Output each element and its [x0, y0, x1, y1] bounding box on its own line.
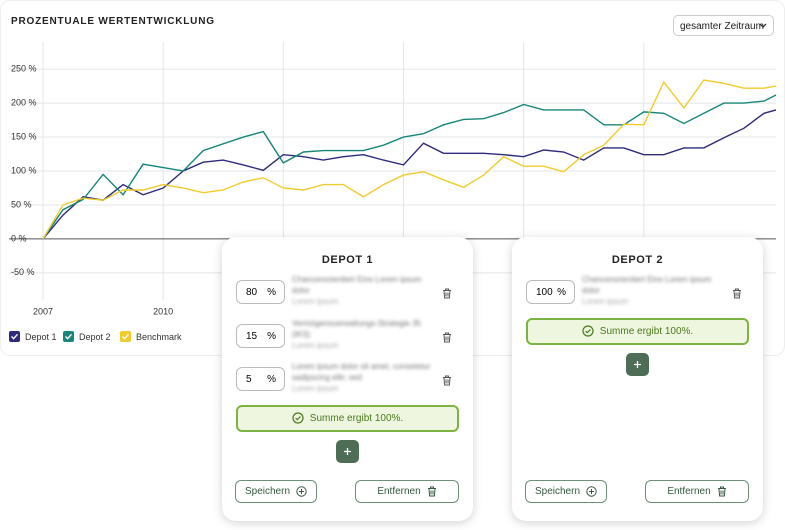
status-box: Summe ergibt 100%.: [236, 404, 459, 432]
depot-card: DEPOT 1 80% Chancenorientiert Eins Lorem i…: [222, 237, 473, 521]
remove-label: Entfernen: [377, 486, 421, 497]
plus-icon: [344, 447, 351, 455]
save-button[interactable]: Speichern: [525, 480, 607, 503]
percent-input[interactable]: 100%: [526, 280, 575, 304]
fund-name: Chancenorientiert Eins Lorem ipsum dolor…: [292, 274, 432, 307]
percent-unit: %: [267, 287, 276, 298]
legend-checkbox: [63, 331, 74, 342]
percent-value: 100: [536, 287, 553, 298]
y-tick-label: 0 %: [11, 233, 27, 243]
remove-button[interactable]: Entfernen: [645, 480, 749, 503]
fund-title: Vermögensverwaltungs-Strategie 35 (IKS): [292, 318, 421, 339]
fund-title: Chancenorientiert Eins Lorem ipsum dolor: [582, 275, 712, 295]
legend-checkbox: [120, 331, 131, 342]
x-tick-label: 2010: [153, 306, 173, 316]
remove-label: Entfernen: [667, 486, 711, 497]
trash-icon: [443, 332, 451, 342]
delete-position[interactable]: [442, 286, 452, 304]
y-tick-label: 150 %: [11, 131, 37, 141]
percent-value: 5: [246, 374, 252, 385]
legend-item[interactable]: Depot 2: [63, 331, 111, 342]
trash-icon: [717, 486, 726, 497]
percent-unit: %: [267, 330, 276, 342]
save-label: Speichern: [534, 486, 581, 497]
add-button[interactable]: [336, 439, 359, 463]
depot-card: DEPOT 2 100% Chancenorientiert Eins Lorem …: [512, 237, 763, 521]
legend-label: Depot 1: [25, 331, 57, 342]
series-line: [42, 94, 777, 240]
plus-circle-icon: [296, 486, 307, 497]
check-icon: [292, 412, 304, 424]
y-tick-label: -50 %: [11, 267, 35, 277]
chevron: [759, 23, 767, 28]
status-text: Summe ergibt 100%.: [309, 412, 404, 424]
y-tick-label: 100 %: [11, 165, 37, 175]
depot-title: DEPOT 2: [611, 254, 664, 266]
trash-icon: [443, 375, 451, 386]
legend-item[interactable]: Benchmark: [120, 331, 182, 342]
check: [11, 333, 19, 340]
check: [65, 333, 73, 340]
chart-title: PROZENTUALE WERTENTWICKLUNG: [11, 16, 215, 27]
x-tick-label: 2007: [33, 306, 53, 316]
fund-title: Chancenorientiert Eins Lorem ipsum dolor: [292, 275, 422, 295]
check: [122, 333, 130, 340]
percent-input[interactable]: 5%: [236, 367, 285, 391]
percent-unit: %: [267, 374, 276, 385]
fund-note: Lorem ipsum: [292, 340, 339, 350]
series-line: [42, 79, 777, 240]
legend-item[interactable]: Depot 1: [9, 331, 57, 342]
save-label: Speichern: [244, 486, 291, 497]
y-tick-label: 250 %: [11, 64, 37, 74]
percent-input[interactable]: 80%: [236, 280, 285, 304]
percent-input[interactable]: 15%: [236, 323, 285, 348]
trash-icon: [427, 486, 436, 497]
fund-name: Chancenorientiert Eins Lorem ipsum dolor…: [582, 274, 722, 307]
y-tick-label: 200 %: [11, 97, 37, 107]
fund-note: Lorem ipsum: [292, 384, 339, 393]
percent-value: 80: [246, 287, 258, 298]
trash-icon: [733, 288, 741, 299]
fund-note: Lorem ipsum: [292, 297, 339, 306]
check-icon: [582, 325, 594, 337]
percent-value: 15: [246, 330, 258, 342]
remove-button[interactable]: Entfernen: [355, 480, 459, 503]
percent-unit: %: [557, 287, 566, 298]
range-select[interactable]: gesamter Zeitraum: [673, 15, 774, 36]
delete-position[interactable]: [732, 286, 742, 304]
plus-circle-icon: [586, 486, 597, 497]
plus-icon: [634, 360, 641, 368]
chart-panel: PROZENTUALE WERTENTWICKLUNG gesamter Zei…: [0, 0, 785, 356]
add-button[interactable]: [626, 352, 649, 376]
fund-title: Lorem ipsum dolor sit amet, consetetur s…: [292, 362, 431, 382]
depot-title: DEPOT 1: [321, 254, 374, 266]
delete-position[interactable]: [442, 330, 452, 348]
legend-label: Depot 2: [79, 331, 111, 342]
chart: 200720102013201620192022250 %200 %150 %1…: [9, 42, 777, 316]
save-button[interactable]: Speichern: [235, 480, 317, 503]
y-tick-label: 50 %: [11, 199, 32, 209]
fund-name: Vermögensverwaltungs-Strategie 35 (IKS) L…: [292, 318, 432, 351]
fund-note: Lorem ipsum: [582, 297, 629, 306]
legend-label: Benchmark: [136, 331, 182, 342]
delete-position[interactable]: [442, 373, 452, 391]
range-select-label: gesamter Zeitraum: [680, 21, 764, 32]
trash-icon: [443, 288, 451, 299]
fund-name: Lorem ipsum dolor sit amet, consetetur s…: [292, 361, 432, 394]
status-text: Summe ergibt 100%.: [599, 325, 694, 337]
legend-checkbox: [9, 331, 20, 342]
status-box: Summe ergibt 100%.: [526, 317, 749, 345]
